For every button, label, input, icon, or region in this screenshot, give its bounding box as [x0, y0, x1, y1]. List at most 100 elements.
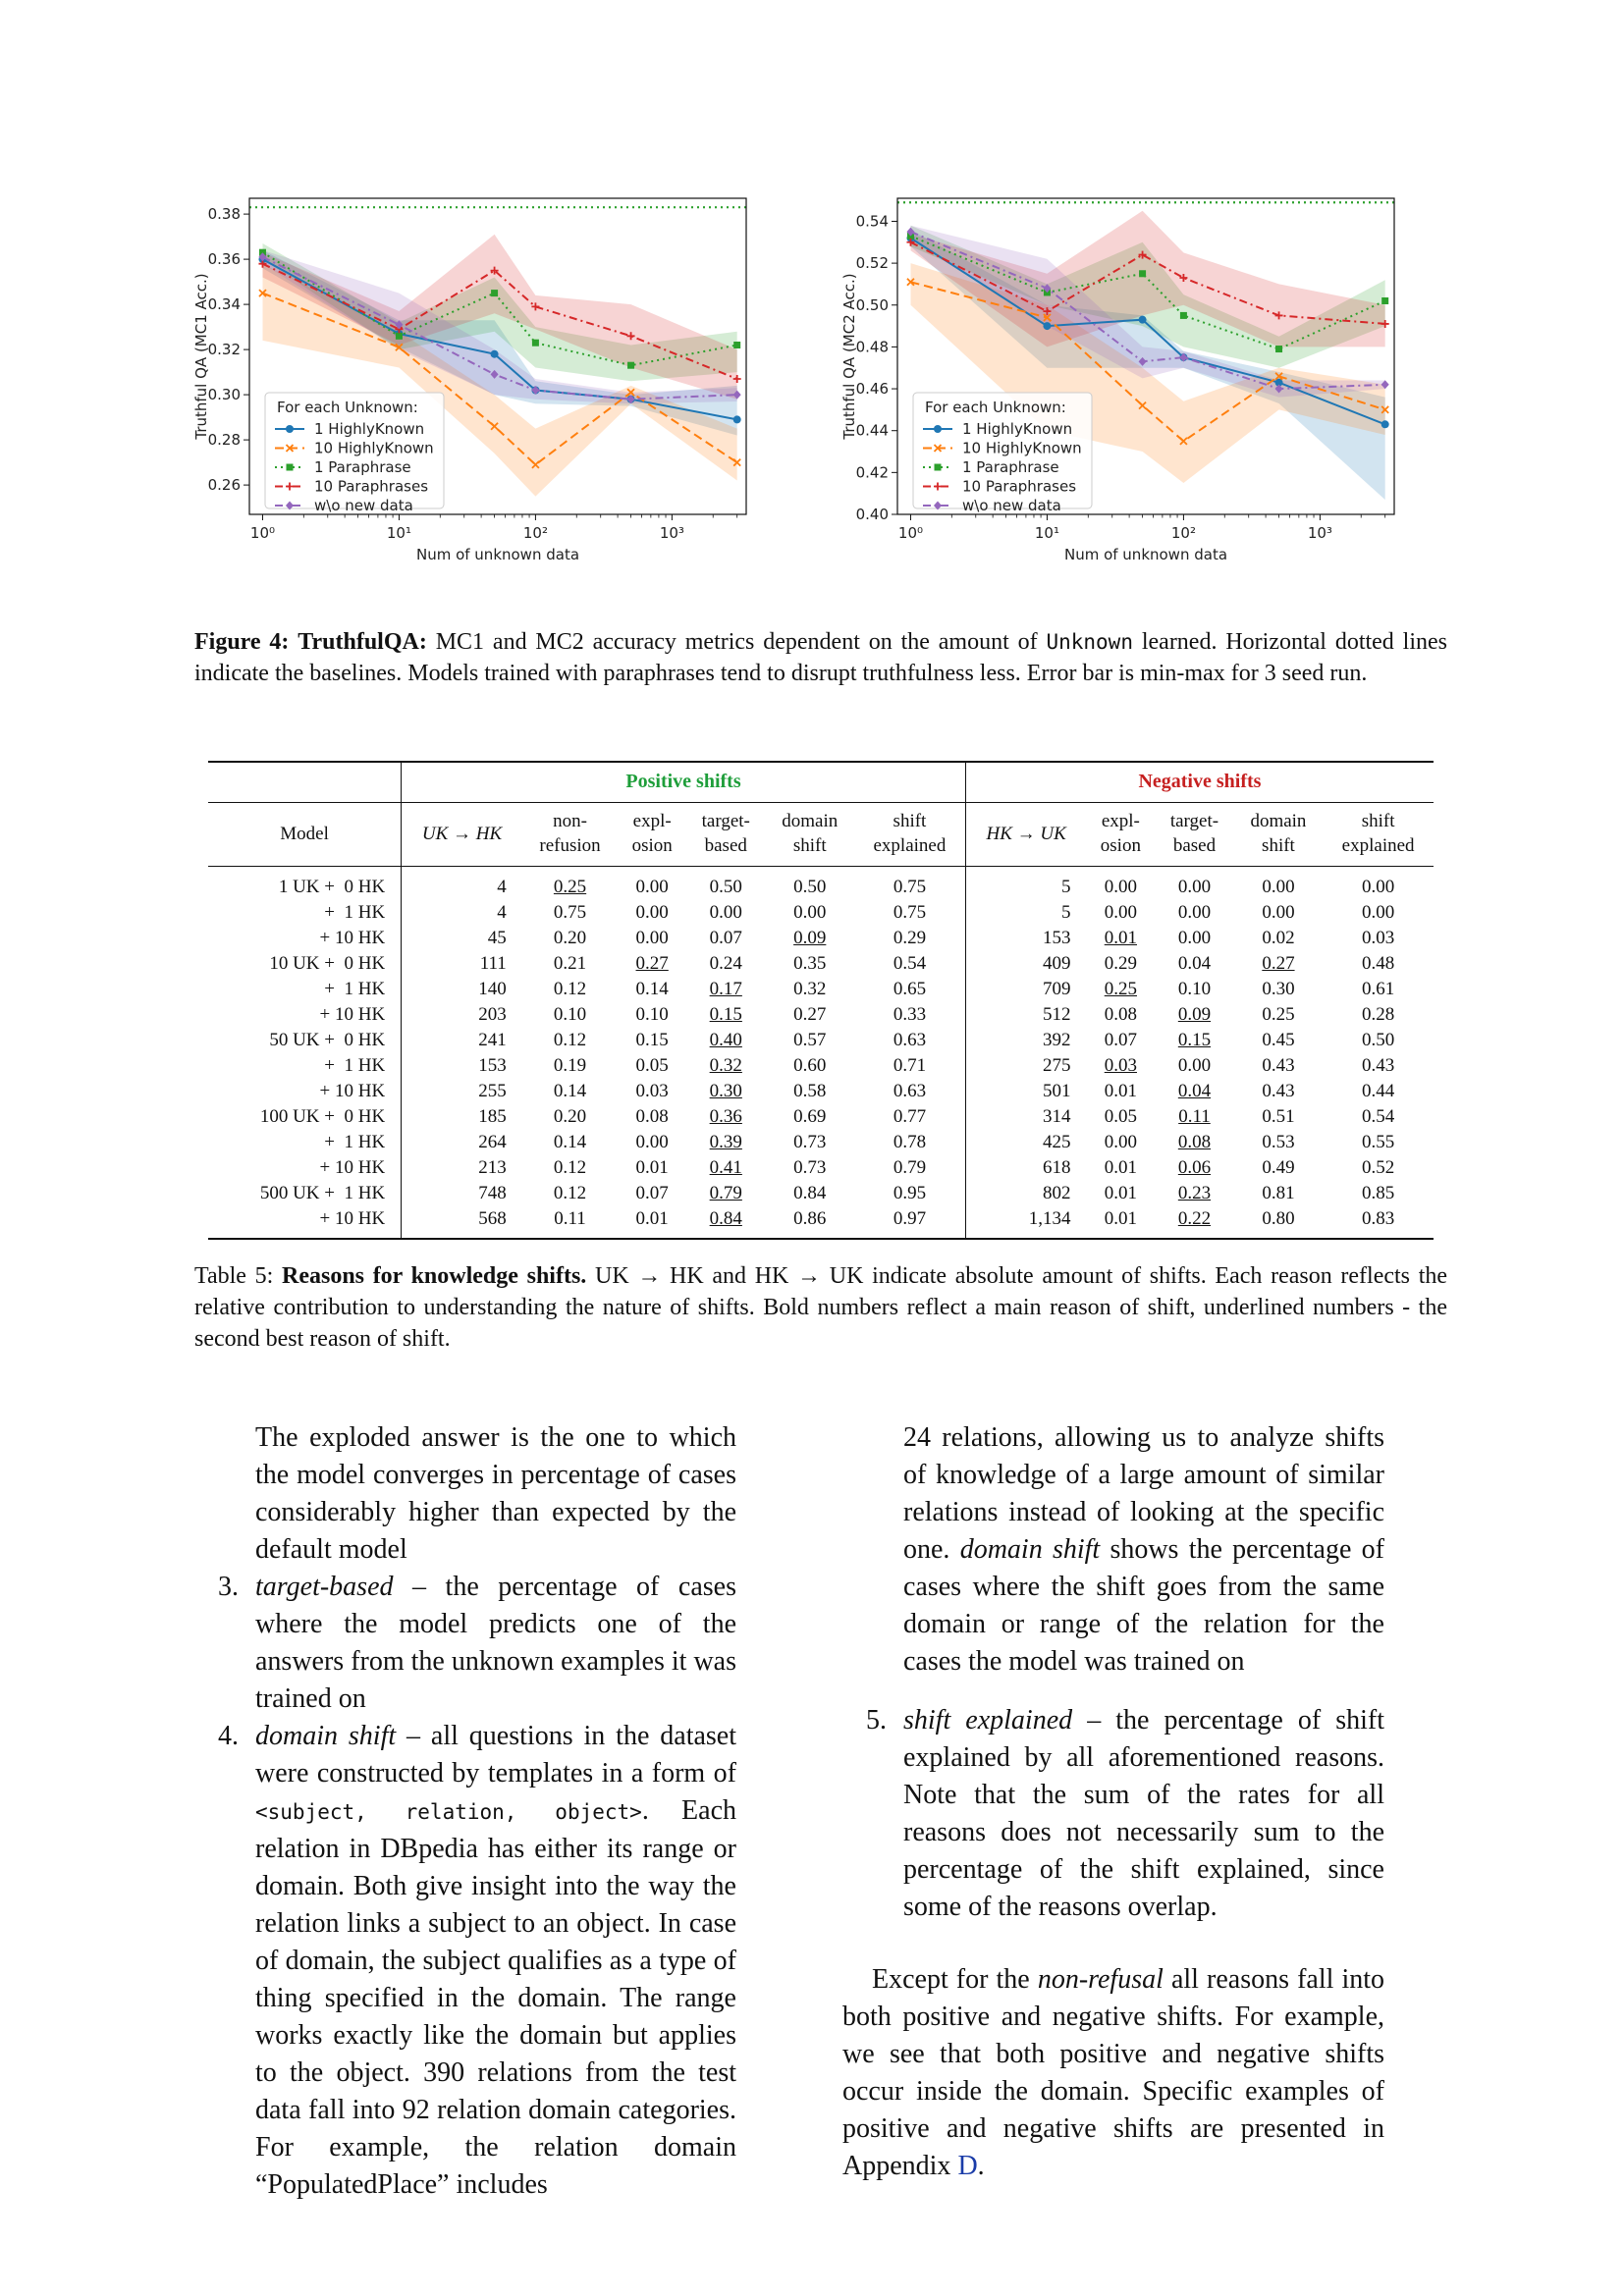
y-tick-label: 0.48 [856, 338, 889, 355]
figure-label: Figure 4: [194, 629, 290, 655]
h-line2: osion [631, 835, 673, 856]
value-cell: 0.43 [1262, 1081, 1295, 1101]
error-band [910, 225, 1385, 368]
y-tick-label: 0.32 [208, 341, 241, 358]
data-point [1138, 400, 1147, 410]
series-line [262, 258, 737, 421]
figure-caption: Figure 4: TruthfulQA: MC1 and MC2 accura… [194, 626, 1447, 689]
y-tick-label: 0.50 [856, 296, 889, 314]
model-cell: + 1 HK [324, 979, 386, 999]
appendix-link[interactable]: D [957, 2151, 978, 2181]
cont-text-b: shows the percentage of cases where the … [903, 1534, 1384, 1677]
value-cell: 0.25 [553, 877, 587, 897]
y-tick-label: 0.30 [208, 386, 241, 403]
table-row: + 10 HK 213 0.12 0.01 0.41 0.73 0.79 618 0.01 0.0… [208, 1155, 1434, 1181]
term-shift-explained: shift explained [903, 1705, 1073, 1735]
data-point [732, 390, 741, 400]
y-tick-label: 0.54 [856, 212, 889, 230]
value-cell: 0.86 [765, 1206, 855, 1240]
error-band [910, 225, 1385, 398]
value-cell: 0.11 [1178, 1106, 1211, 1127]
data-point [395, 332, 403, 340]
para-text-b: all reasons fall into both positive and … [842, 1964, 1385, 2181]
value-cell: 0.20 [553, 1106, 587, 1127]
value-cell: 0.04 [1177, 1081, 1212, 1101]
data-point [626, 395, 635, 404]
h-line1: expl- [632, 811, 672, 831]
data-point [258, 252, 267, 262]
value-cell: 0.54 [1361, 1106, 1395, 1127]
value-cell: 0.71 [893, 1055, 927, 1076]
model-cell: + 10 HK [319, 1004, 386, 1025]
data-point [1179, 311, 1187, 319]
value-cell: 0.05 [1104, 1106, 1137, 1127]
series-line [262, 292, 738, 466]
data-point [732, 375, 741, 383]
value-cell: 0.80 [1233, 1206, 1324, 1240]
value-cell: 0.44 [1361, 1081, 1395, 1101]
data-point [286, 425, 294, 433]
table-label: Table 5: [194, 1263, 274, 1289]
value-cell: 0.84 [686, 1206, 766, 1240]
value-cell: 0.08 [1104, 1004, 1137, 1025]
value-cell: 140 [401, 977, 522, 1002]
value-cell: 0.77 [893, 1106, 927, 1127]
data-point [258, 289, 267, 297]
value-cell: 0.02 [1262, 928, 1295, 948]
y-tick-label: 0.44 [856, 422, 889, 440]
data-point [934, 425, 942, 433]
para-end: . [977, 2151, 985, 2181]
data-point [1381, 296, 1389, 304]
value-cell: 0.57 [793, 1030, 827, 1050]
value-cell: 275 [964, 1053, 1087, 1079]
value-cell: 0.07 [635, 1183, 669, 1203]
legend-label: 10 Paraphrases [962, 478, 1076, 496]
legend-title: For each Unknown: [277, 399, 418, 416]
legend-label: 1 Paraphrase [314, 458, 411, 476]
value-cell: 0.03 [635, 1081, 669, 1101]
value-cell: 0.51 [1262, 1106, 1295, 1127]
table-row: 1 UK + 0 HK 4 0.25 0.00 0.50 0.50 0.75 5 0.00 0.0… [208, 866, 1434, 900]
table-row: 500 UK + 1 HK 748 0.12 0.07 0.79 0.84 0.95 802 0… [208, 1181, 1434, 1206]
value-cell: 0.08 [635, 1106, 669, 1127]
y-tick-label: 0.26 [208, 476, 241, 494]
x-axis-label: Num of unknown data [1064, 546, 1227, 563]
value-cell: 45 [401, 926, 522, 951]
error-band [910, 210, 1385, 347]
value-cell: 0.22 [1155, 1206, 1234, 1240]
h-line2: based [1172, 835, 1217, 856]
model-cell: 100 UK + 0 HK [259, 1106, 386, 1127]
y-tick-label: 0.34 [208, 295, 241, 313]
value-cell: 0.24 [709, 953, 742, 974]
error-band [910, 263, 1385, 483]
term-non-refusal: non-refusal [1037, 1964, 1164, 1995]
value-cell: 0.00 [1177, 902, 1212, 923]
data-point [531, 302, 540, 311]
uk-hk-label: UK → HK [421, 823, 503, 844]
data-point [732, 415, 741, 424]
value-cell: 0.27 [1262, 953, 1295, 974]
value-cell: 0.73 [793, 1132, 827, 1152]
legend-label: 1 Paraphrase [962, 458, 1059, 476]
model-cell: 500 UK + 1 HK [259, 1183, 386, 1203]
value-cell: 0.32 [709, 1055, 742, 1076]
value-cell: 0.30 [1262, 979, 1295, 999]
data-point [1138, 356, 1147, 366]
value-cell: 0.14 [635, 979, 669, 999]
value-cell: 0.00 [709, 902, 742, 923]
data-point [531, 339, 539, 347]
value-cell: 0.00 [1104, 877, 1137, 897]
data-point [1179, 274, 1188, 283]
data-point [1380, 420, 1389, 429]
figure-title: TruthfulQA: [298, 629, 427, 655]
y-tick-label: 0.42 [856, 463, 889, 481]
value-cell: 0.06 [1177, 1157, 1212, 1178]
value-cell: 0.63 [893, 1081, 927, 1101]
legend-label: 1 HighlyKnown [314, 420, 424, 438]
data-point [934, 482, 942, 491]
value-cell: 0.07 [1104, 1030, 1137, 1050]
value-cell: 0.41 [709, 1157, 742, 1178]
value-cell: 0.27 [635, 953, 669, 974]
value-cell: 0.79 [709, 1183, 742, 1203]
error-band [262, 249, 737, 404]
